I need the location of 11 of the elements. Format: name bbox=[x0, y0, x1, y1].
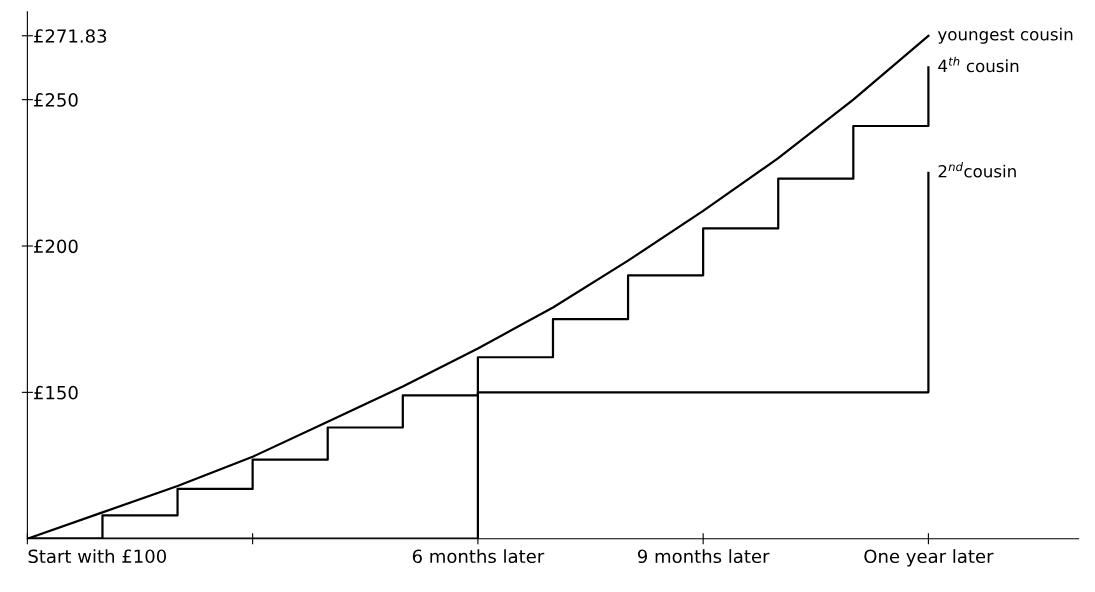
series-label: youngest cousin bbox=[937, 27, 1073, 44]
x-tick-label: 9 months later bbox=[637, 549, 770, 564]
x-tick-label: 6 months later bbox=[412, 549, 545, 564]
y-tick-label: £150 bbox=[34, 385, 78, 400]
y-tick-label: £271.83 bbox=[34, 29, 107, 43]
y-tick-label: £200 bbox=[34, 239, 78, 254]
series-label: 2$^{nd}$cousin bbox=[938, 162, 1016, 178]
series-label: 4$^{th}$ cousin bbox=[938, 56, 1019, 73]
y-tick-label: £250 bbox=[34, 93, 78, 107]
x-tick-label: One year later bbox=[864, 549, 994, 567]
x-tick-label: Start with £100 bbox=[28, 549, 167, 564]
